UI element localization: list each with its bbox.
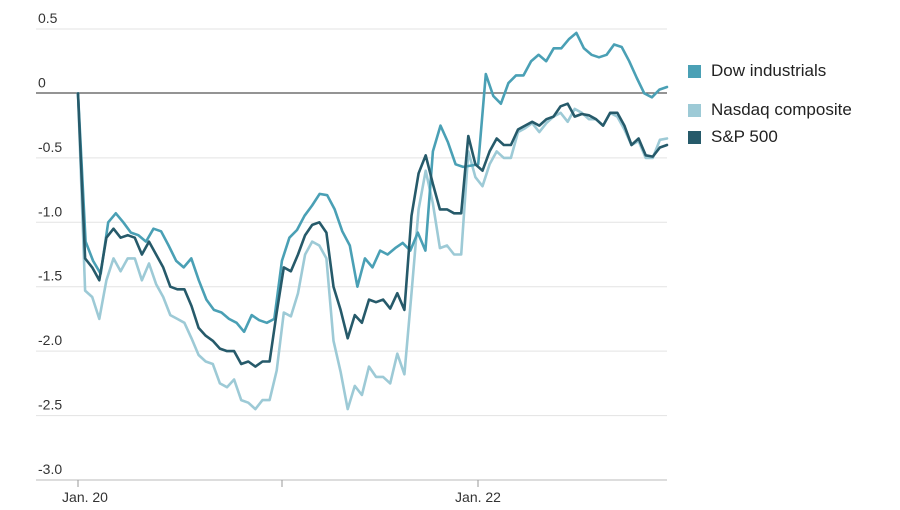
y-tick-label: -1.0 [38, 203, 62, 219]
legend-swatch [688, 64, 701, 78]
x-axis: Jan. 20 Jan. 22 [36, 479, 667, 505]
legend-label: Nasdaq composite [711, 100, 852, 119]
y-tick-label: 0.5 [38, 10, 58, 26]
x-tick-label: Jan. 22 [455, 489, 501, 505]
y-tick-label: -0.5 [38, 139, 62, 155]
y-tick-label: -2.0 [38, 332, 62, 348]
legend-label: Dow industrials [711, 61, 827, 80]
y-tick-label: -1.5 [38, 268, 62, 284]
series-line-nasdaq-composite [76, 92, 669, 411]
series-lines [76, 31, 669, 411]
legend-item-sp500: S&P 500 [688, 126, 852, 148]
y-axis: 0.5 0 -0.5 -1.0 -1.5 -2.0 -2.5 -3.0 [38, 10, 62, 477]
y-tick-label: 0 [38, 74, 46, 90]
legend-item-nasdaq: Nasdaq composite [688, 99, 852, 121]
legend: Dow industrials Nasdaq composite S&P 500 [688, 60, 852, 148]
legend-label: S&P 500 [711, 127, 778, 146]
legend-item-dow: Dow industrials [688, 60, 852, 82]
x-tick-label: Jan. 20 [62, 489, 108, 505]
legend-swatch [688, 103, 701, 117]
y-tick-label: -3.0 [38, 461, 62, 477]
series-line-s-p-500 [76, 92, 669, 368]
gridlines [36, 28, 667, 417]
legend-swatch [688, 130, 701, 144]
series-line-dow-industrials [76, 31, 669, 334]
y-tick-label: -2.5 [38, 397, 62, 413]
